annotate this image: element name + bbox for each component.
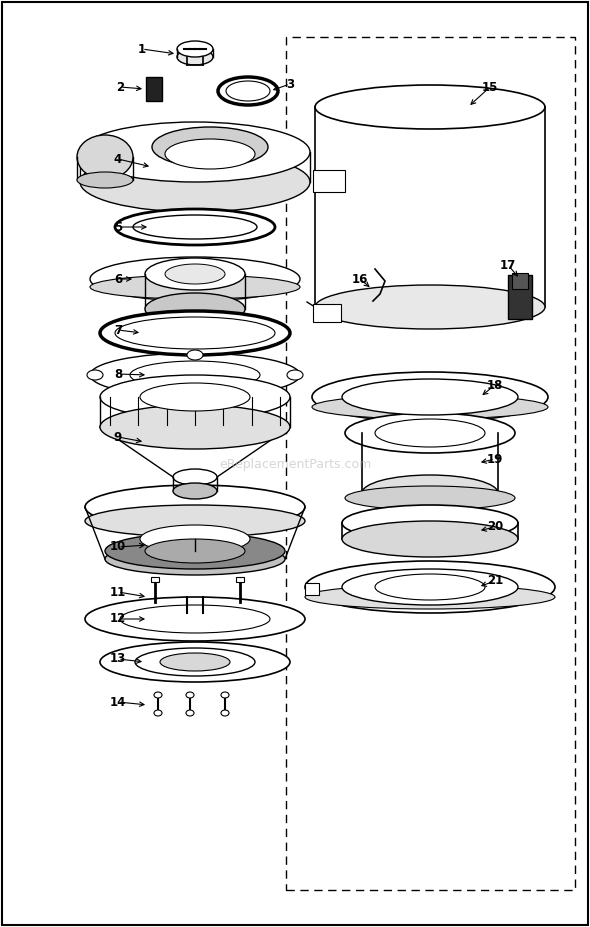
Ellipse shape	[115, 209, 275, 245]
Text: 17: 17	[500, 259, 516, 272]
Ellipse shape	[187, 350, 203, 360]
Ellipse shape	[345, 486, 515, 510]
Ellipse shape	[133, 215, 257, 239]
Bar	[286, 37, 575, 890]
Ellipse shape	[120, 605, 270, 633]
Text: 8: 8	[114, 367, 122, 380]
Ellipse shape	[173, 483, 217, 499]
Ellipse shape	[80, 152, 310, 212]
Text: 20: 20	[487, 520, 503, 534]
Ellipse shape	[315, 285, 545, 329]
Ellipse shape	[312, 395, 548, 419]
Bar	[313, 304, 341, 322]
Ellipse shape	[80, 122, 310, 182]
Ellipse shape	[145, 539, 245, 563]
Ellipse shape	[375, 574, 485, 600]
Text: 12: 12	[110, 613, 126, 626]
Ellipse shape	[87, 370, 103, 380]
Ellipse shape	[345, 413, 515, 453]
Ellipse shape	[362, 475, 498, 511]
Text: 2: 2	[116, 81, 124, 94]
Ellipse shape	[177, 49, 213, 65]
Ellipse shape	[85, 597, 305, 641]
Ellipse shape	[152, 127, 268, 167]
Ellipse shape	[90, 353, 300, 397]
Ellipse shape	[77, 135, 133, 179]
Text: 3: 3	[286, 78, 294, 91]
Ellipse shape	[186, 710, 194, 716]
Ellipse shape	[173, 469, 217, 485]
Ellipse shape	[375, 419, 485, 447]
Bar	[508, 275, 532, 319]
Ellipse shape	[287, 370, 303, 380]
Ellipse shape	[221, 710, 229, 716]
Text: 1: 1	[138, 43, 146, 56]
Ellipse shape	[177, 41, 213, 57]
Text: 11: 11	[110, 586, 126, 599]
Ellipse shape	[165, 139, 255, 169]
Ellipse shape	[100, 405, 290, 449]
Text: 21: 21	[487, 575, 503, 588]
Ellipse shape	[100, 642, 290, 682]
Bar	[146, 77, 162, 101]
Ellipse shape	[312, 372, 548, 422]
Text: 4: 4	[114, 153, 122, 166]
Text: 16: 16	[352, 273, 368, 286]
Ellipse shape	[130, 361, 260, 389]
Ellipse shape	[115, 317, 275, 349]
Text: 14: 14	[110, 695, 126, 708]
Bar	[512, 273, 528, 289]
Ellipse shape	[140, 383, 250, 411]
Text: 19: 19	[487, 452, 503, 465]
Bar	[313, 170, 345, 192]
Ellipse shape	[154, 692, 162, 698]
Ellipse shape	[100, 375, 290, 419]
Bar	[151, 577, 159, 582]
Ellipse shape	[145, 258, 245, 290]
Text: 6: 6	[114, 273, 122, 286]
Text: 7: 7	[114, 324, 122, 337]
Ellipse shape	[342, 569, 518, 605]
Ellipse shape	[145, 293, 245, 325]
Bar	[305, 583, 319, 595]
Ellipse shape	[342, 379, 518, 415]
Ellipse shape	[160, 653, 230, 671]
Ellipse shape	[315, 85, 545, 129]
Ellipse shape	[140, 525, 250, 553]
Ellipse shape	[135, 648, 255, 676]
Ellipse shape	[342, 521, 518, 557]
Text: 5: 5	[114, 221, 122, 234]
Text: 9: 9	[114, 430, 122, 443]
Ellipse shape	[186, 692, 194, 698]
Ellipse shape	[85, 505, 305, 537]
Bar	[236, 577, 244, 582]
Ellipse shape	[77, 172, 133, 188]
Ellipse shape	[218, 77, 278, 105]
Ellipse shape	[305, 585, 555, 609]
Ellipse shape	[105, 533, 285, 569]
Text: 18: 18	[487, 378, 503, 391]
Ellipse shape	[85, 485, 305, 529]
Text: eReplacementParts.com: eReplacementParts.com	[219, 458, 371, 471]
Ellipse shape	[342, 505, 518, 541]
Ellipse shape	[90, 275, 300, 299]
Ellipse shape	[165, 264, 225, 284]
Ellipse shape	[226, 81, 270, 101]
Ellipse shape	[90, 257, 300, 301]
Ellipse shape	[105, 543, 285, 575]
Ellipse shape	[154, 710, 162, 716]
Text: 15: 15	[482, 81, 498, 94]
Ellipse shape	[221, 692, 229, 698]
Text: 10: 10	[110, 540, 126, 553]
Ellipse shape	[305, 561, 555, 613]
Text: 13: 13	[110, 653, 126, 666]
Ellipse shape	[100, 311, 290, 355]
